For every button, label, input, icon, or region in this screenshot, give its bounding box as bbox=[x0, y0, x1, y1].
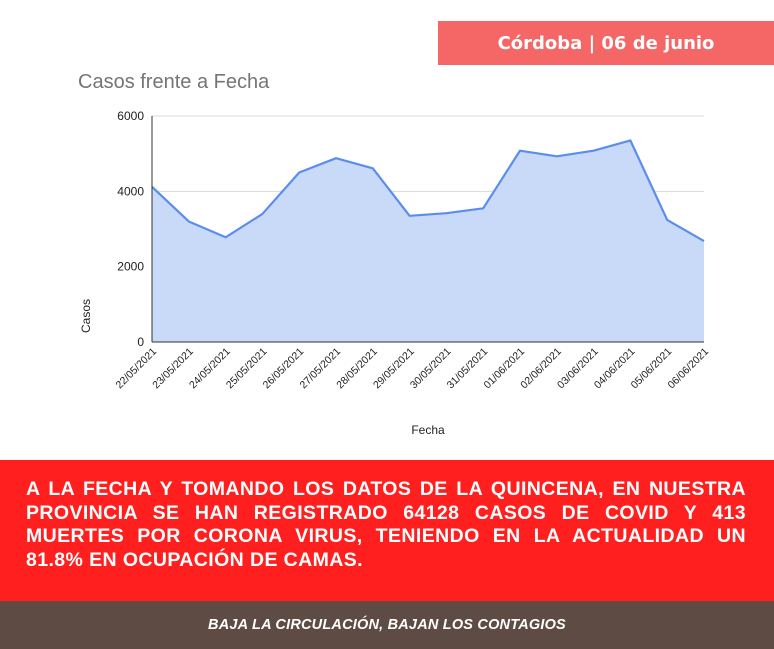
axes bbox=[151, 116, 704, 343]
info-text: A LA FECHA Y TOMANDO LOS DATOS DE LA QUI… bbox=[26, 478, 746, 571]
chart-title: Casos frente a Fecha bbox=[78, 71, 270, 93]
x-tick-labels: 22/05/202123/05/202124/05/202125/05/2021… bbox=[113, 346, 711, 392]
series-area bbox=[151, 139, 705, 342]
chart: 0 2000 4000 6000 22/05/202123/05/202124/05/… bbox=[79, 109, 711, 437]
info-box: A LA FECHA Y TOMANDO LOS DATOS DE LA QUI… bbox=[0, 460, 774, 601]
y-tick-labels: 0 2000 4000 6000 bbox=[117, 109, 144, 349]
y-tick-label: 0 bbox=[137, 335, 144, 349]
y-tick-label: 2000 bbox=[117, 260, 144, 274]
series-line bbox=[151, 139, 705, 243]
footer-bar: BAJA LA CIRCULACIÓN, BAJAN LOS CONTAGIOS bbox=[0, 601, 774, 649]
header-badge-text: Córdoba | 06 de junio bbox=[497, 32, 715, 54]
y-axis-label: Casos bbox=[79, 299, 93, 333]
header-badge: Córdoba | 06 de junio bbox=[438, 21, 774, 65]
area-fill bbox=[152, 140, 704, 342]
y-tick-label: 4000 bbox=[117, 184, 144, 198]
y-tick-label: 6000 bbox=[117, 109, 144, 123]
footer-text: BAJA LA CIRCULACIÓN, BAJAN LOS CONTAGIOS bbox=[208, 617, 566, 633]
x-axis-label: Fecha bbox=[411, 423, 445, 437]
